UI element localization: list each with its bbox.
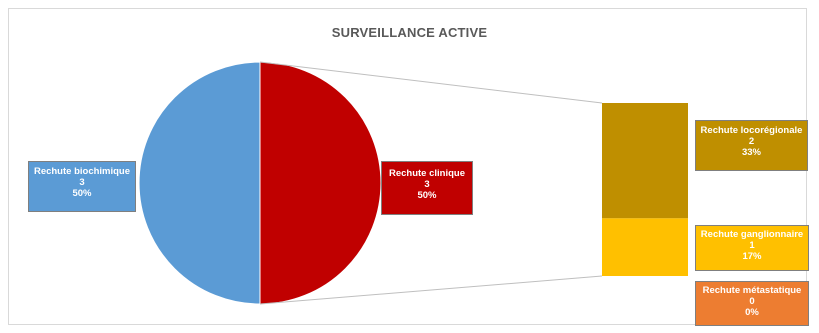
data-label-value: 1 [749, 240, 755, 251]
chart-title: SURVEILLANCE ACTIVE [331, 25, 488, 40]
data-label-value: 2 [748, 136, 755, 147]
data-label-name: Rechute métastatique [702, 285, 802, 296]
data-label-rechute-metastatique: Rechute métastatique 0 0% [695, 281, 809, 326]
data-label-value: 3 [79, 177, 85, 188]
data-label-name: Rechute biochimique [33, 166, 131, 177]
data-label-name: Rechute locorégionale [700, 125, 803, 136]
connector-line-top [259, 61, 603, 104]
data-label-percent: 50% [72, 188, 92, 199]
data-label-name: Rechute ganglionnaire [700, 229, 804, 240]
data-label-rechute-biochimique: Rechute biochimique 3 50% [28, 161, 136, 212]
connector-line-bottom [259, 275, 603, 305]
data-label-rechute-clinique: Rechute clinique 3 50% [381, 161, 473, 215]
bar-segment-rechute-locoregionale [602, 103, 688, 219]
data-label-value: 3 [424, 179, 430, 190]
data-label-percent: 17% [742, 251, 762, 262]
data-label-rechute-locoregionale: Rechute locorégionale 2 33% [695, 120, 808, 171]
data-label-percent: 0% [745, 307, 759, 318]
data-label-percent: 50% [417, 190, 437, 201]
bar-segment-rechute-ganglionnaire [602, 218, 688, 276]
data-label-percent: 33% [741, 147, 761, 158]
pie-slice-rechute-biochimique [138, 61, 261, 305]
data-label-value: 0 [749, 296, 755, 307]
pie-slice-rechute-clinique [259, 61, 382, 305]
data-label-name: Rechute clinique [388, 168, 465, 179]
data-label-rechute-ganglionnaire: Rechute ganglionnaire 1 17% [695, 225, 809, 271]
